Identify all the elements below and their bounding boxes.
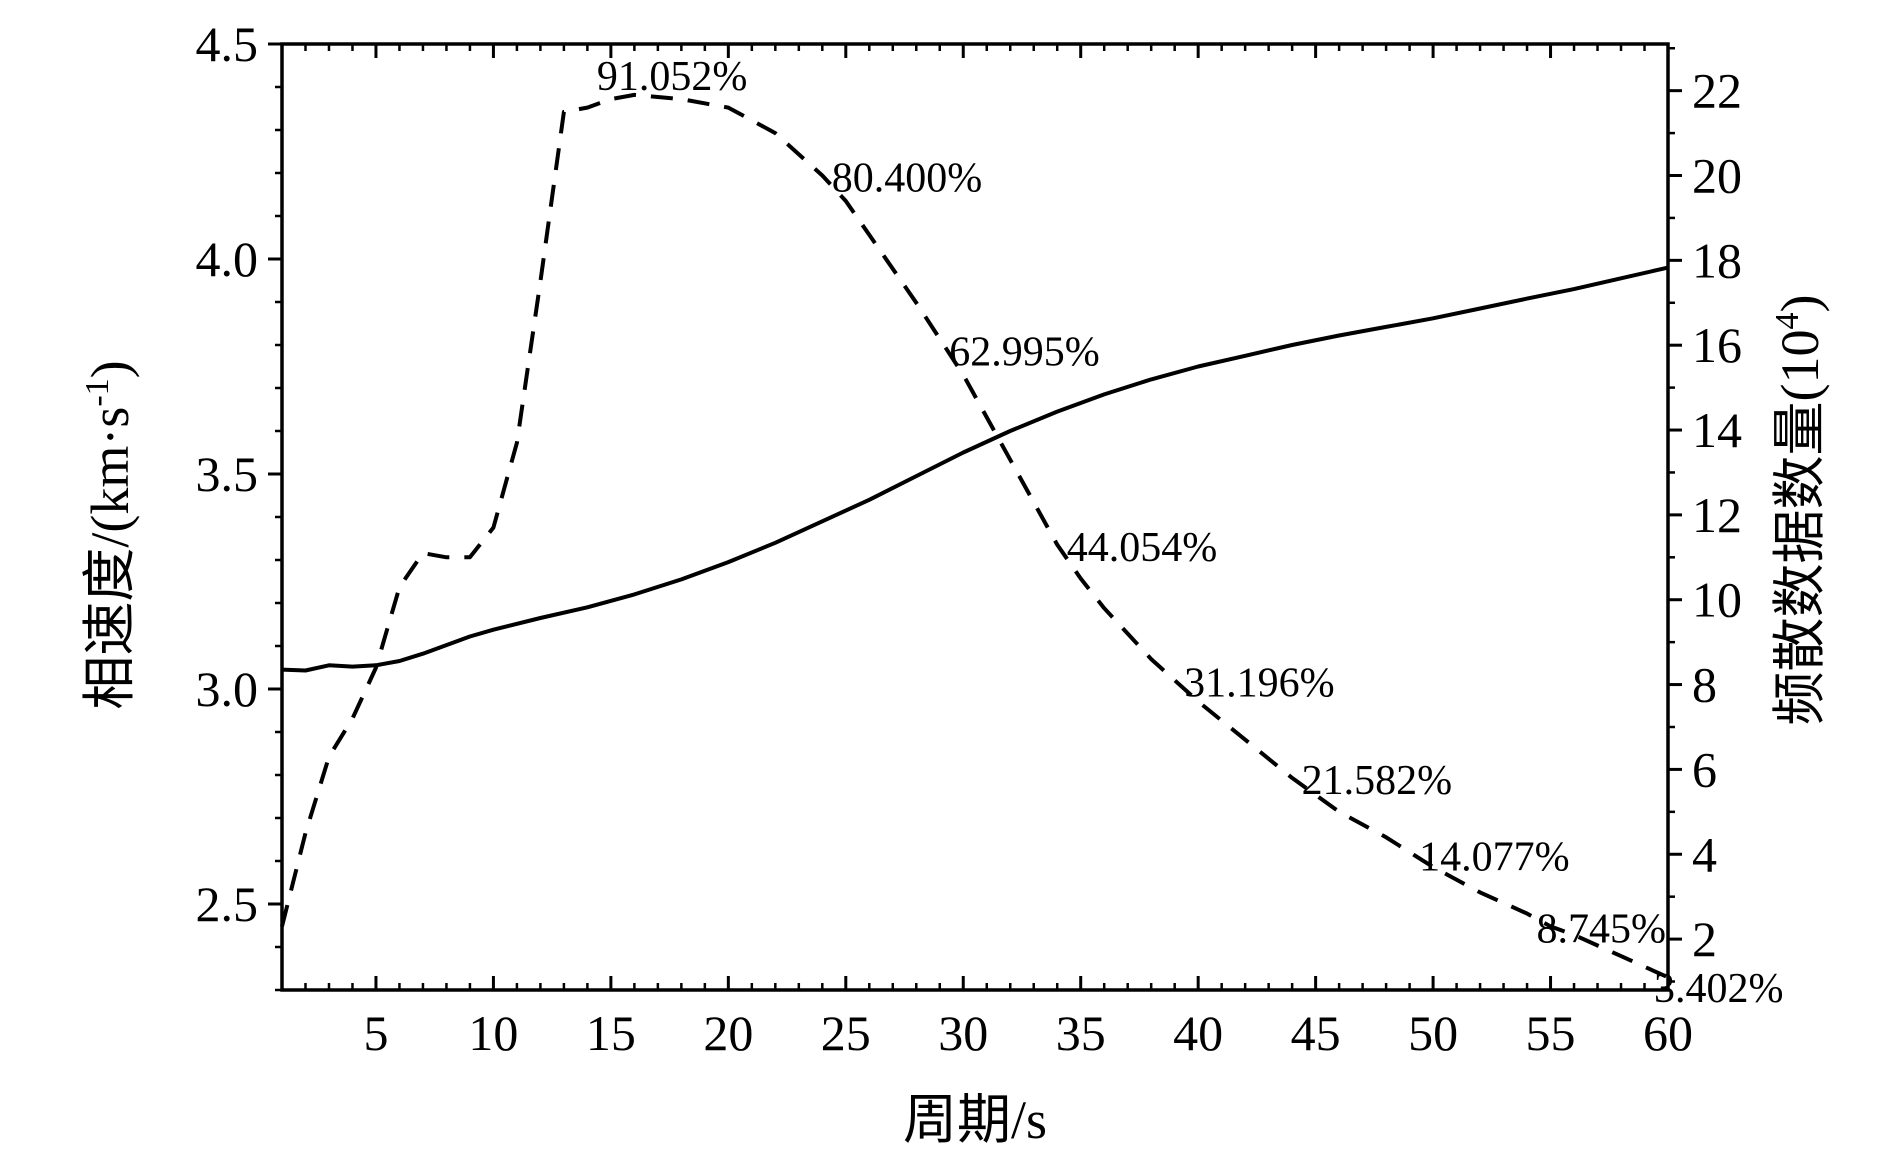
x-tick-label: 35 xyxy=(1056,1005,1106,1061)
y-left-tick-label: 4.0 xyxy=(196,231,259,287)
y-left-tick-label: 4.5 xyxy=(196,16,259,72)
y-right-tick-label: 12 xyxy=(1692,487,1742,543)
annotation-layer: 91.052% 80.400% 62.995% 44.054% 31.196% 21.58… xyxy=(597,54,1784,1012)
y-axis-left-title-end: ) xyxy=(80,360,140,378)
y-right-tick-label: 4 xyxy=(1692,826,1717,882)
percentage-annotation: 3.402% xyxy=(1654,966,1784,1012)
phase-velocity-line xyxy=(281,265,1669,673)
x-tick-label: 10 xyxy=(468,1005,518,1061)
y-right-tick-label: 10 xyxy=(1692,572,1742,628)
y-right-tick-label: 22 xyxy=(1692,63,1742,119)
x-tick-label: 15 xyxy=(586,1005,636,1061)
x-tick-label: 60 xyxy=(1643,1005,1693,1061)
y-axis-left-title: 相速度/(km·s-1) xyxy=(79,360,140,709)
x-tick-label: 25 xyxy=(821,1005,871,1061)
y-right-tick-label: 8 xyxy=(1692,657,1717,713)
y-axis-right-title-main: 频散数据数量(10 xyxy=(1770,330,1830,726)
percentage-annotation: 21.582% xyxy=(1302,758,1453,804)
series-layer xyxy=(280,92,1669,980)
percentage-annotation: 31.196% xyxy=(1184,661,1335,707)
y-right-tick-label: 14 xyxy=(1692,402,1742,458)
tick-labels-layer: 5 10 15 20 25 30 35 40 45 50 55 60 2.5 3.0 3.5 4.0 4.5 2 4… xyxy=(196,16,1743,1061)
x-tick-label: 45 xyxy=(1291,1005,1341,1061)
y-left-tick-label: 3.5 xyxy=(196,446,259,502)
y-left-tick-label: 2.5 xyxy=(196,876,259,932)
x-tick-label: 30 xyxy=(938,1005,988,1061)
percentage-annotation: 62.995% xyxy=(949,330,1099,376)
percentage-annotation: 80.400% xyxy=(832,156,983,202)
y-right-tick-label: 2 xyxy=(1692,911,1717,967)
y-right-tick-label: 20 xyxy=(1692,148,1742,204)
y-right-tick-label: 6 xyxy=(1692,741,1717,797)
y-axis-right-title-sup: 4 xyxy=(1769,313,1806,330)
y-right-tick-label: 18 xyxy=(1692,232,1742,288)
x-tick-label: 5 xyxy=(363,1005,388,1061)
x-tick-label: 55 xyxy=(1526,1005,1576,1061)
y-left-tick-label: 3.0 xyxy=(196,661,259,717)
y-axis-right-title: 频散数据数量(104) xyxy=(1769,295,1830,726)
x-axis-title: 周期/s xyxy=(903,1090,1047,1150)
y-axis-right-title-end: ) xyxy=(1770,295,1830,313)
percentage-annotation: 44.054% xyxy=(1067,525,1218,571)
x-tick-label: 40 xyxy=(1173,1005,1223,1061)
percentage-annotation: 14.077% xyxy=(1419,834,1570,880)
percentage-annotation: 8.745% xyxy=(1537,907,1667,953)
x-tick-label: 20 xyxy=(703,1005,753,1061)
y-axis-left-title-sup: -1 xyxy=(79,378,116,406)
tick-layer xyxy=(268,42,1682,992)
y-axis-left-title-main: 相速度/(km·s xyxy=(80,407,140,710)
dispersion-count-line xyxy=(280,92,1669,980)
x-tick-label: 50 xyxy=(1408,1005,1458,1061)
y-right-tick-label: 16 xyxy=(1692,317,1742,373)
percentage-annotation: 91.052% xyxy=(597,54,748,100)
